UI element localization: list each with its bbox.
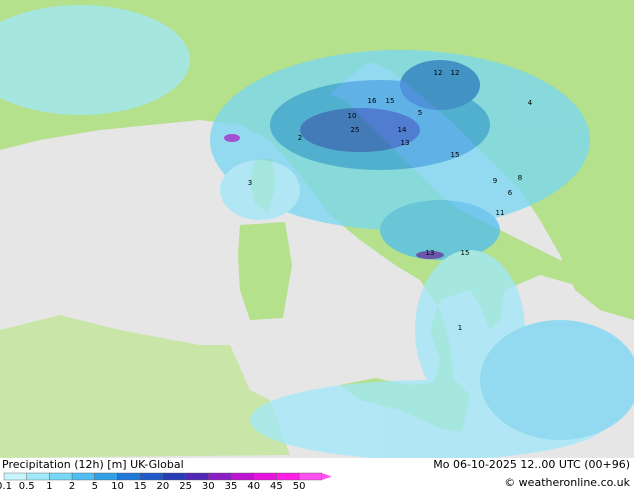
legend-label: 40 [247,481,260,490]
precip-overlay [0,5,634,460]
legend-swatch [94,472,118,481]
legend-arrow [321,473,332,480]
legend-label: 20 [157,481,170,490]
legend-swatch [298,472,323,481]
valid-time: Mo 06-10-2025 12..00 UTC (00+96) [433,458,630,471]
credit: © weatheronline.co.uk [504,476,630,489]
legend-label: 15 [134,481,147,490]
legend-swatch [117,472,141,481]
legend-label: 5 [92,481,98,490]
map-value: 2 [298,134,302,142]
map-value: 15 [386,97,395,105]
map-value: 11 [496,209,505,217]
map-value: 3 [248,179,252,187]
map-value: 13 [426,249,435,257]
legend-label: 0.1 [0,481,12,490]
legend-label: 25 [179,481,192,490]
legend-label: 1 [46,481,52,490]
legend-swatch [208,472,232,481]
sardinia [238,222,292,320]
legend-label: 50 [293,481,306,490]
map-value: 13 [401,139,410,147]
legend-swatch [71,472,95,481]
map-value: 25 [351,126,360,134]
map-value: 4 [528,99,533,107]
title: Precipitation (12h) [m] UK-Global [2,458,184,471]
map-value: 1 [458,324,462,332]
legend-swatch [3,472,27,481]
map-value: 8 [518,174,522,182]
legend-swatch [162,472,186,481]
legend-swatch [253,472,277,481]
map-value: 6 [508,189,513,197]
map-value: 12 [451,69,460,77]
map-value: 12 [434,69,443,77]
land-africa [0,315,290,458]
legend-swatch [185,472,209,481]
map-value: 15 [451,151,460,159]
legend-label: 10 [111,481,124,490]
map-value: 10 [348,112,357,120]
legend-swatch [230,472,254,481]
map-value: 9 [493,177,497,185]
map-value: 15 [461,249,470,257]
legend-swatch [276,472,300,481]
legend-swatch [26,472,50,481]
legend-label: 2 [69,481,75,490]
legend-swatch [139,472,164,481]
legend-label: 0.5 [19,481,35,490]
map-value: 14 [398,126,407,134]
legend-label: 30 [202,481,215,490]
map-value: 5 [418,109,422,117]
legend-label: 45 [270,481,283,490]
legend-swatch [49,472,73,481]
map-value: 16 [368,97,377,105]
legend-label: 35 [225,481,238,490]
